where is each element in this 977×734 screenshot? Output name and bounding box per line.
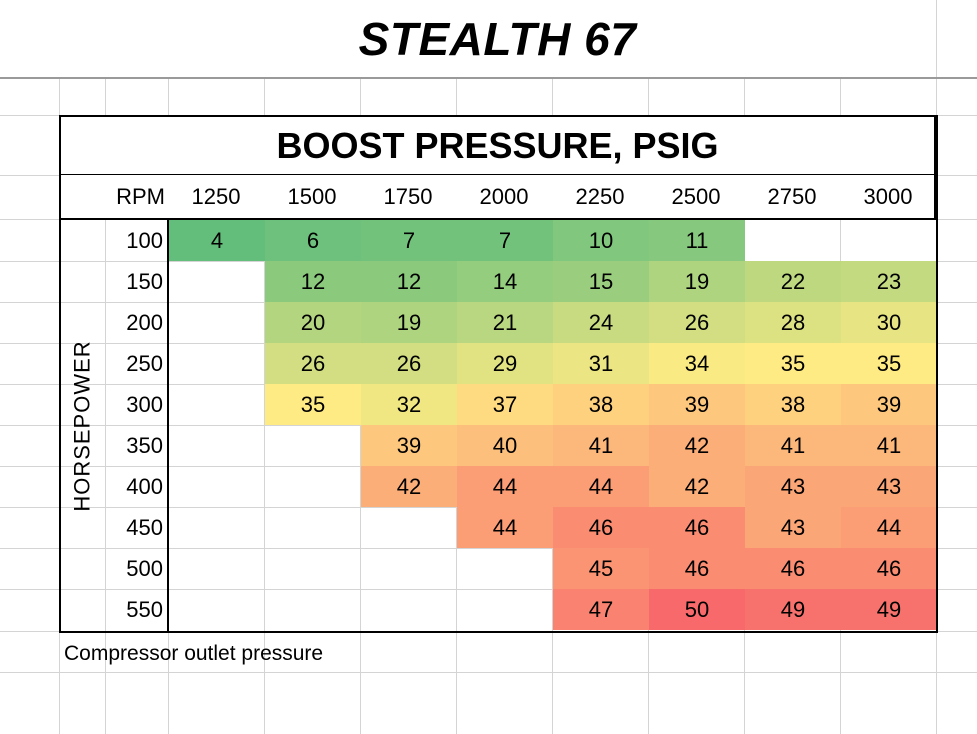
heatmap-cell[interactable]: 30	[841, 302, 937, 343]
heatmap-cell[interactable]: 21	[457, 302, 553, 343]
rpm-column-header: 1750	[383, 183, 433, 209]
table-heading: BOOST PRESSURE, PSIG	[59, 115, 936, 176]
horsepower-row-label: 250	[126, 350, 163, 376]
rpm-column-header: 2750	[767, 183, 817, 209]
heatmap-cell[interactable]: 41	[553, 425, 649, 466]
heatmap-cell[interactable]: 20	[265, 302, 361, 343]
heatmap-cell[interactable]: 44	[553, 466, 649, 507]
heatmap-cell[interactable]: 49	[841, 589, 937, 630]
heatmap-cell[interactable]: 45	[553, 548, 649, 589]
heatmap-cell[interactable]: 46	[649, 548, 745, 589]
heatmap-cell[interactable]: 35	[841, 343, 937, 384]
heatmap-cell[interactable]: 19	[649, 261, 745, 302]
heatmap-cell[interactable]: 42	[649, 466, 745, 507]
rpm-header-row: RPM 1250 1500 1750 2000 2250 2500 2750 3000	[59, 175, 936, 220]
row-label-divider	[167, 219, 169, 632]
heatmap-cell[interactable]: 28	[745, 302, 841, 343]
horsepower-row-label: 150	[126, 268, 163, 294]
horsepower-row-label: 100	[126, 227, 163, 253]
horsepower-row-label: 400	[126, 473, 163, 499]
horsepower-axis-text: HORSEPOWER	[70, 339, 96, 512]
horsepower-row-label: 550	[126, 596, 163, 622]
heatmap-cell[interactable]: 15	[553, 261, 649, 302]
heatmap-cell[interactable]: 29	[457, 343, 553, 384]
heatmap-cell[interactable]: 7	[361, 220, 457, 261]
heatmap-cell[interactable]: 19	[361, 302, 457, 343]
title-divider	[0, 77, 977, 79]
heatmap-cell[interactable]: 6	[265, 220, 361, 261]
heatmap-cell[interactable]: 26	[265, 343, 361, 384]
heatmap-cell[interactable]: 43	[745, 466, 841, 507]
heatmap-cell[interactable]: 47	[553, 589, 649, 630]
rpm-column-header: 1500	[287, 183, 337, 209]
horsepower-row-label: 500	[126, 555, 163, 581]
page-title: STEALTH 67	[59, 0, 936, 78]
heatmap-cell[interactable]: 43	[841, 466, 937, 507]
heatmap-cell[interactable]: 42	[361, 466, 457, 507]
heatmap-cell[interactable]: 7	[457, 220, 553, 261]
heatmap-cell[interactable]: 24	[553, 302, 649, 343]
heatmap-cell[interactable]: 10	[553, 220, 649, 261]
horsepower-row-label: 300	[126, 391, 163, 417]
heatmap-cell[interactable]: 35	[745, 343, 841, 384]
heatmap-cell[interactable]: 49	[745, 589, 841, 630]
heatmap-cell[interactable]: 26	[649, 302, 745, 343]
heatmap-cell[interactable]: 46	[841, 548, 937, 589]
horsepower-row-label: 350	[126, 432, 163, 458]
heatmap-cell[interactable]: 46	[745, 548, 841, 589]
heatmap-cell[interactable]: 11	[649, 220, 745, 261]
heatmap-cell[interactable]: 12	[265, 261, 361, 302]
rpm-header-label: RPM	[116, 183, 165, 209]
heatmap-cell[interactable]: 43	[745, 507, 841, 548]
heatmap-cell[interactable]: 23	[841, 261, 937, 302]
heatmap-cell[interactable]: 32	[361, 384, 457, 425]
horsepower-row-label: 200	[126, 309, 163, 335]
heatmap-cell[interactable]: 38	[553, 384, 649, 425]
heatmap-cell[interactable]: 44	[841, 507, 937, 548]
heatmap-cell[interactable]: 40	[457, 425, 553, 466]
heatmap-cell[interactable]: 35	[265, 384, 361, 425]
rpm-column-header: 1250	[191, 183, 241, 209]
heatmap-cell[interactable]: 38	[745, 384, 841, 425]
heatmap-cell[interactable]: 41	[745, 425, 841, 466]
heatmap-cell[interactable]: 14	[457, 261, 553, 302]
heatmap-cell[interactable]: 31	[553, 343, 649, 384]
heatmap-cell[interactable]: 39	[649, 384, 745, 425]
rpm-column-header: 2250	[575, 183, 625, 209]
caption: Compressor outlet pressure	[64, 642, 324, 665]
heatmap-cell[interactable]: 4	[169, 220, 265, 261]
heatmap-cell[interactable]: 42	[649, 425, 745, 466]
heatmap-cell[interactable]: 34	[649, 343, 745, 384]
heatmap-cell[interactable]: 39	[361, 425, 457, 466]
horsepower-row-label: 450	[126, 514, 163, 540]
horsepower-axis-label: HORSEPOWER	[61, 220, 105, 631]
heatmap-cell[interactable]: 46	[553, 507, 649, 548]
heatmap-cell[interactable]: 50	[649, 589, 745, 630]
heatmap-cell[interactable]: 44	[457, 466, 553, 507]
heatmap-cell[interactable]: 44	[457, 507, 553, 548]
heatmap-cell[interactable]: 41	[841, 425, 937, 466]
heatmap-cell[interactable]: 22	[745, 261, 841, 302]
heatmap-cell[interactable]: 46	[649, 507, 745, 548]
heatmap-cell[interactable]: 37	[457, 384, 553, 425]
rpm-column-header: 2000	[479, 183, 529, 209]
heatmap-cell[interactable]: 39	[841, 384, 937, 425]
heatmap-cell[interactable]: 26	[361, 343, 457, 384]
rpm-column-header: 2500	[671, 183, 721, 209]
rpm-column-header: 3000	[863, 183, 913, 209]
heatmap-cell[interactable]: 12	[361, 261, 457, 302]
